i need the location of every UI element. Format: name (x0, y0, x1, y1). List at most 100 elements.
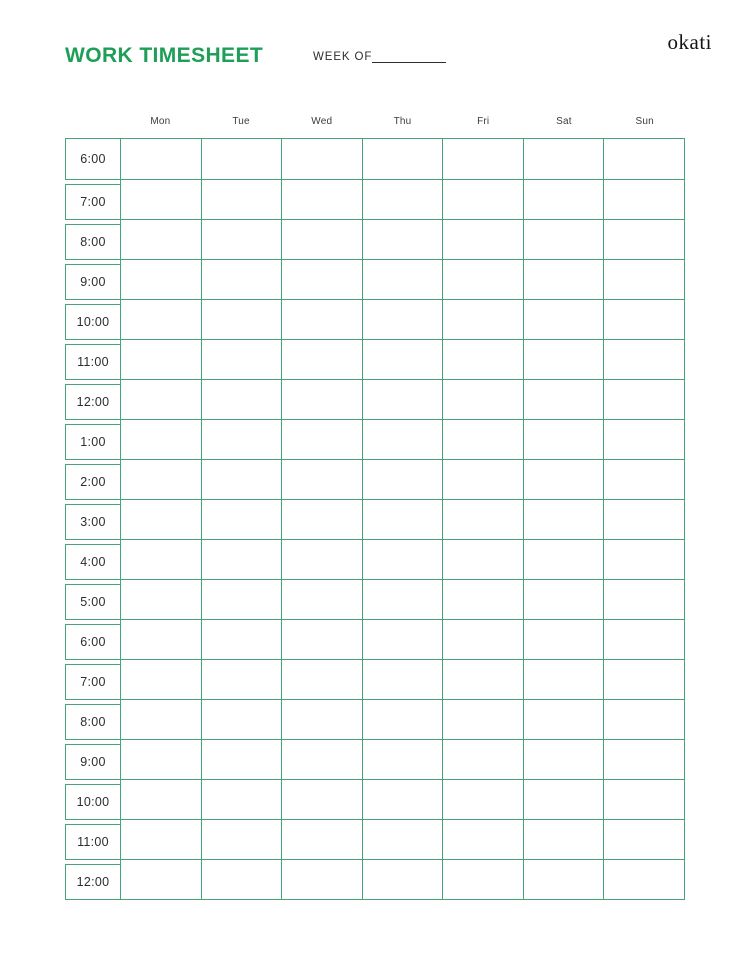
entry-cell-thu-row6[interactable] (361, 380, 443, 419)
entry-cell-sat-row4[interactable] (522, 300, 604, 339)
entry-cell-sat-row3[interactable] (522, 260, 604, 299)
entry-cell-fri-row18[interactable] (442, 860, 523, 899)
entry-cell-fri-row2[interactable] (442, 220, 523, 259)
entry-cell-mon-row11[interactable] (120, 580, 201, 619)
entry-cell-sun-row10[interactable] (603, 540, 685, 579)
entry-cell-tue-row15[interactable] (200, 740, 282, 779)
entry-cell-sat-row13[interactable] (522, 660, 604, 699)
entry-cell-fri-row12[interactable] (442, 620, 523, 659)
entry-cell-thu-row4[interactable] (361, 300, 443, 339)
entry-cell-tue-row16[interactable] (200, 780, 282, 819)
entry-cell-thu-row14[interactable] (361, 700, 443, 739)
entry-cell-fri-row1[interactable] (442, 180, 523, 219)
entry-cell-sun-row15[interactable] (603, 740, 685, 779)
entry-cell-mon-row17[interactable] (120, 820, 201, 859)
entry-cell-tue-row11[interactable] (200, 580, 282, 619)
entry-cell-mon-row6[interactable] (120, 380, 201, 419)
entry-cell-fri-row7[interactable] (442, 420, 523, 459)
entry-cell-sat-row9[interactable] (522, 500, 604, 539)
entry-cell-tue-row8[interactable] (200, 460, 282, 499)
entry-cell-thu-row17[interactable] (361, 820, 443, 859)
entry-cell-sat-row18[interactable] (522, 860, 604, 899)
entry-cell-wed-row5[interactable] (281, 340, 362, 379)
entry-cell-wed-row2[interactable] (281, 220, 362, 259)
entry-cell-wed-row13[interactable] (281, 660, 362, 699)
entry-cell-sun-row7[interactable] (603, 420, 685, 459)
entry-cell-sat-row0[interactable] (522, 139, 604, 179)
entry-cell-thu-row12[interactable] (361, 620, 443, 659)
entry-cell-fri-row3[interactable] (442, 260, 523, 299)
entry-cell-mon-row2[interactable] (120, 220, 201, 259)
entry-cell-wed-row18[interactable] (281, 860, 362, 899)
entry-cell-sun-row8[interactable] (603, 460, 685, 499)
entry-cell-thu-row8[interactable] (361, 460, 443, 499)
entry-cell-tue-row4[interactable] (200, 300, 282, 339)
entry-cell-sat-row7[interactable] (522, 420, 604, 459)
entry-cell-sun-row9[interactable] (603, 500, 685, 539)
entry-cell-tue-row10[interactable] (200, 540, 282, 579)
entry-cell-thu-row13[interactable] (361, 660, 443, 699)
entry-cell-sun-row0[interactable] (603, 139, 685, 179)
entry-cell-mon-row5[interactable] (120, 340, 201, 379)
entry-cell-thu-row5[interactable] (361, 340, 443, 379)
entry-cell-sat-row15[interactable] (522, 740, 604, 779)
entry-cell-thu-row1[interactable] (361, 180, 443, 219)
entry-cell-mon-row0[interactable] (120, 139, 201, 179)
entry-cell-sat-row16[interactable] (522, 780, 604, 819)
entry-cell-mon-row10[interactable] (120, 540, 201, 579)
entry-cell-thu-row2[interactable] (361, 220, 443, 259)
entry-cell-thu-row7[interactable] (361, 420, 443, 459)
entry-cell-sat-row17[interactable] (522, 820, 604, 859)
entry-cell-tue-row9[interactable] (200, 500, 282, 539)
entry-cell-tue-row13[interactable] (200, 660, 282, 699)
entry-cell-thu-row10[interactable] (361, 540, 443, 579)
entry-cell-fri-row4[interactable] (442, 300, 523, 339)
entry-cell-sat-row14[interactable] (522, 700, 604, 739)
entry-cell-wed-row3[interactable] (281, 260, 362, 299)
entry-cell-tue-row7[interactable] (200, 420, 282, 459)
entry-cell-sat-row10[interactable] (522, 540, 604, 579)
entry-cell-thu-row18[interactable] (361, 860, 443, 899)
entry-cell-wed-row0[interactable] (281, 139, 362, 179)
entry-cell-wed-row10[interactable] (281, 540, 362, 579)
entry-cell-sun-row2[interactable] (603, 220, 685, 259)
entry-cell-wed-row17[interactable] (281, 820, 362, 859)
entry-cell-tue-row0[interactable] (200, 139, 282, 179)
entry-cell-thu-row3[interactable] (361, 260, 443, 299)
entry-cell-fri-row13[interactable] (442, 660, 523, 699)
entry-cell-thu-row0[interactable] (361, 139, 443, 179)
entry-cell-tue-row5[interactable] (200, 340, 282, 379)
entry-cell-mon-row9[interactable] (120, 500, 201, 539)
entry-cell-tue-row17[interactable] (200, 820, 282, 859)
entry-cell-sun-row12[interactable] (603, 620, 685, 659)
entry-cell-fri-row10[interactable] (442, 540, 523, 579)
week-of-blank-line[interactable] (372, 50, 447, 63)
entry-cell-thu-row11[interactable] (361, 580, 443, 619)
entry-cell-sat-row11[interactable] (522, 580, 604, 619)
entry-cell-tue-row18[interactable] (200, 860, 282, 899)
entry-cell-sat-row8[interactable] (522, 460, 604, 499)
entry-cell-mon-row4[interactable] (120, 300, 201, 339)
entry-cell-fri-row17[interactable] (442, 820, 523, 859)
entry-cell-tue-row6[interactable] (200, 380, 282, 419)
entry-cell-wed-row11[interactable] (281, 580, 362, 619)
entry-cell-mon-row1[interactable] (120, 180, 201, 219)
entry-cell-wed-row8[interactable] (281, 460, 362, 499)
entry-cell-sat-row5[interactable] (522, 340, 604, 379)
entry-cell-mon-row7[interactable] (120, 420, 201, 459)
entry-cell-sun-row18[interactable] (603, 860, 685, 899)
entry-cell-sun-row11[interactable] (603, 580, 685, 619)
entry-cell-wed-row15[interactable] (281, 740, 362, 779)
entry-cell-sat-row6[interactable] (522, 380, 604, 419)
entry-cell-wed-row7[interactable] (281, 420, 362, 459)
entry-cell-sun-row4[interactable] (603, 300, 685, 339)
entry-cell-mon-row12[interactable] (120, 620, 201, 659)
entry-cell-thu-row16[interactable] (361, 780, 443, 819)
entry-cell-thu-row15[interactable] (361, 740, 443, 779)
entry-cell-fri-row0[interactable] (442, 139, 523, 179)
entry-cell-wed-row12[interactable] (281, 620, 362, 659)
entry-cell-wed-row14[interactable] (281, 700, 362, 739)
entry-cell-fri-row15[interactable] (442, 740, 523, 779)
entry-cell-mon-row15[interactable] (120, 740, 201, 779)
entry-cell-sun-row5[interactable] (603, 340, 685, 379)
